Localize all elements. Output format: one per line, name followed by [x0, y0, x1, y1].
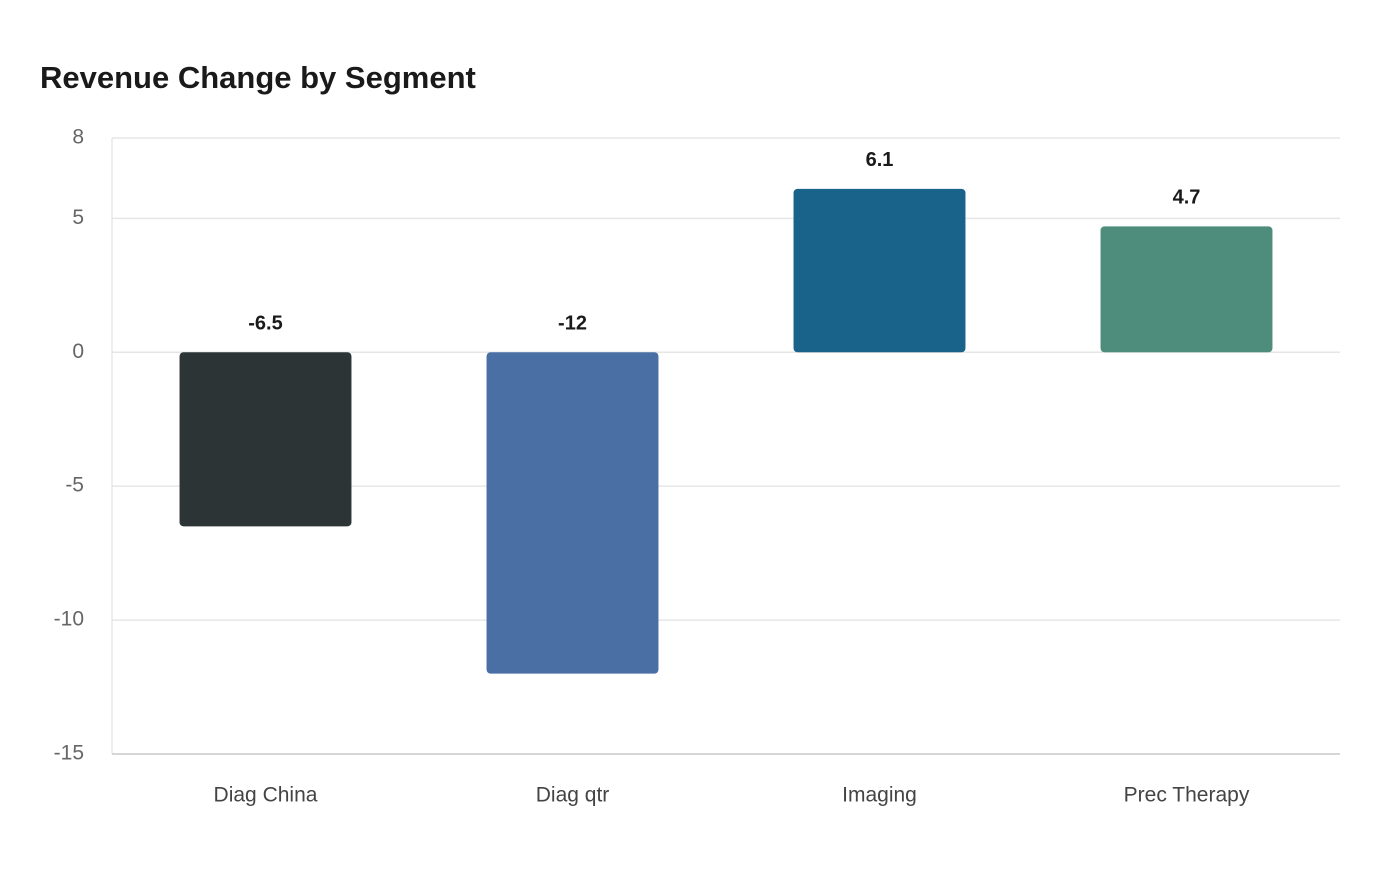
value-label: 4.7	[1173, 187, 1201, 209]
value-label: 6.1	[866, 149, 894, 171]
y-tick-label: 0	[72, 340, 84, 363]
value-label: -6.5	[248, 313, 282, 335]
bar	[793, 188, 966, 353]
y-tick-label: -5	[65, 474, 84, 497]
bar	[179, 352, 352, 527]
bar	[486, 352, 659, 674]
x-tick-label: Diag China	[214, 784, 318, 807]
value-label: -12	[558, 313, 587, 335]
x-tick-label: Imaging	[842, 784, 917, 807]
x-tick-label: Prec Therapy	[1124, 784, 1250, 807]
bar	[1100, 226, 1273, 353]
y-tick-label: 5	[72, 206, 84, 229]
y-tick-label: -15	[54, 742, 84, 765]
y-tick-label: -10	[54, 608, 84, 631]
chart-title: Revenue Change by Segment	[40, 60, 476, 95]
x-tick-label: Diag qtr	[536, 784, 610, 807]
y-tick-label: 8	[72, 126, 84, 149]
